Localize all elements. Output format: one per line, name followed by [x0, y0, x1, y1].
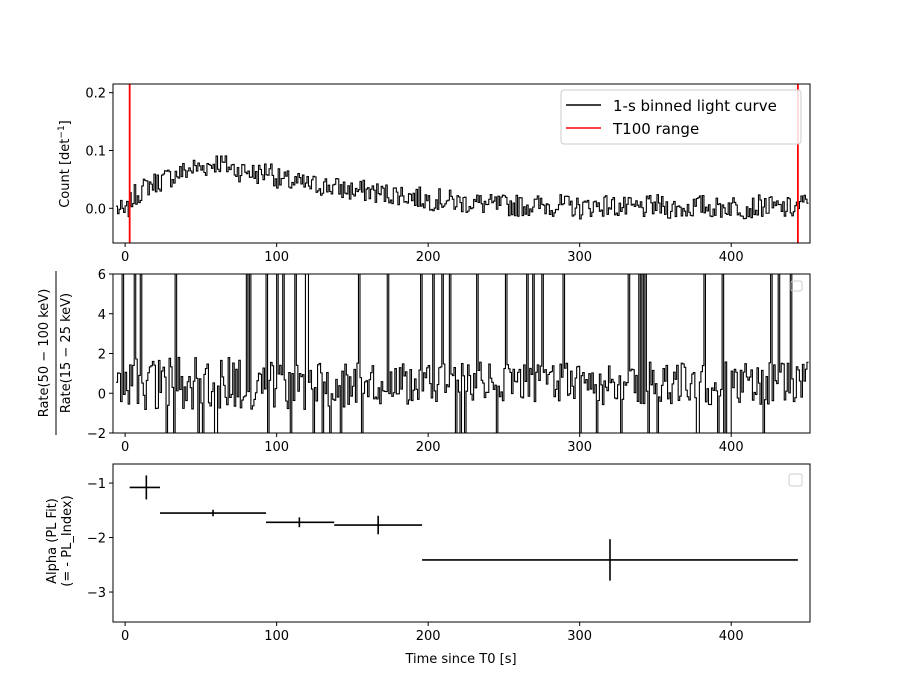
- x-tick-label: 0: [121, 629, 129, 644]
- axes-frame: [112, 83, 811, 244]
- hardness-ratio-ylabel: Rate(50 − 100 keV) Rate(15 − 25 keV): [37, 271, 74, 435]
- x-tick-label: 0: [121, 440, 129, 455]
- hardness-ratio-ylabel-denominator: Rate(15 − 25 keV): [59, 293, 74, 413]
- alpha-plot-area: [112, 463, 811, 623]
- alpha-point-1: [159, 509, 267, 517]
- x-tick-label: 200: [416, 440, 441, 455]
- light-curve-series: [116, 155, 809, 220]
- x-tick-label: 400: [719, 250, 744, 265]
- alpha-panel: 0 100 200 300 400 −3 −2 −1 Alpha (PL Fit) (= - …: [45, 463, 811, 667]
- y-tick-label: 2: [98, 348, 106, 363]
- hardness-ratio-ylabel-numerator: Rate(50 − 100 keV): [37, 289, 52, 418]
- x-tick-label: 300: [567, 440, 592, 455]
- x-tick-label: 100: [264, 629, 289, 644]
- y-tick-label: 4: [98, 308, 106, 323]
- axes-frame: [112, 463, 811, 623]
- empty-legend-box-bottom: [788, 473, 803, 487]
- x-tick-label: 300: [567, 629, 592, 644]
- x-tick-label: 200: [416, 629, 441, 644]
- legend-box: [560, 89, 802, 145]
- y-tick-label: −1: [87, 477, 106, 492]
- y-tick-label: 0.0: [85, 202, 106, 217]
- light-curve-ticks: 0 100 200 300 400 0.0 0.1 0.2: [85, 87, 743, 265]
- x-tick-label: 400: [719, 629, 744, 644]
- y-tick-label: −2: [87, 532, 106, 547]
- y-tick-label: 6: [98, 268, 106, 283]
- alpha-ticks: 0 100 200 300 400 −3 −2 −1: [87, 477, 744, 644]
- x-tick-label: 100: [264, 250, 289, 265]
- x-tick-label: 400: [719, 440, 744, 455]
- alpha-ylabel-line2: (= - PL_Index): [60, 495, 75, 586]
- light-curve-legend: 1-s binned light curve T100 range: [560, 89, 802, 145]
- x-tick-label: 0: [121, 250, 129, 265]
- y-tick-label: 0.2: [85, 87, 106, 102]
- alpha-point-3: [334, 515, 423, 535]
- hardness-ratio-series: [116, 274, 809, 433]
- plot-clip-group: [116, 274, 809, 433]
- alpha-ylabel-line1: Alpha (PL Fit): [45, 498, 60, 584]
- y-tick-label: −2: [87, 427, 106, 442]
- x-tick-label: 200: [416, 250, 441, 265]
- x-tick-label: 100: [264, 440, 289, 455]
- legend-entry-light-curve: 1-s binned light curve: [613, 97, 777, 115]
- empty-legend-box-middle: [790, 280, 803, 292]
- legend-entry-t100-range: T100 range: [612, 120, 699, 138]
- alpha-point-0: [129, 475, 160, 500]
- light-curve-panel: 0 100 200 300 400 0.0 0.1 0.2 Count [det−1] 1-s…: [57, 83, 811, 265]
- plot-clip-group: [129, 475, 798, 581]
- y-tick-label: −3: [87, 586, 106, 601]
- hardness-ratio-panel: 0 100 200 300 400 −2 0 2 4 6 Rate(50 − 100 keV) R…: [37, 268, 811, 455]
- alpha-point-4: [422, 539, 798, 581]
- y-tick-label: 0: [98, 387, 106, 402]
- hardness-ratio-ticks: 0 100 200 300 400 −2 0 2 4 6: [87, 268, 744, 455]
- light-curve-ylabel: Count [det−1]: [57, 120, 73, 208]
- alpha-point-2: [266, 517, 335, 528]
- x-tick-label: 300: [567, 250, 592, 265]
- y-tick-label: 0.1: [85, 144, 106, 159]
- alpha-xlabel: Time since T0 [s]: [404, 652, 516, 667]
